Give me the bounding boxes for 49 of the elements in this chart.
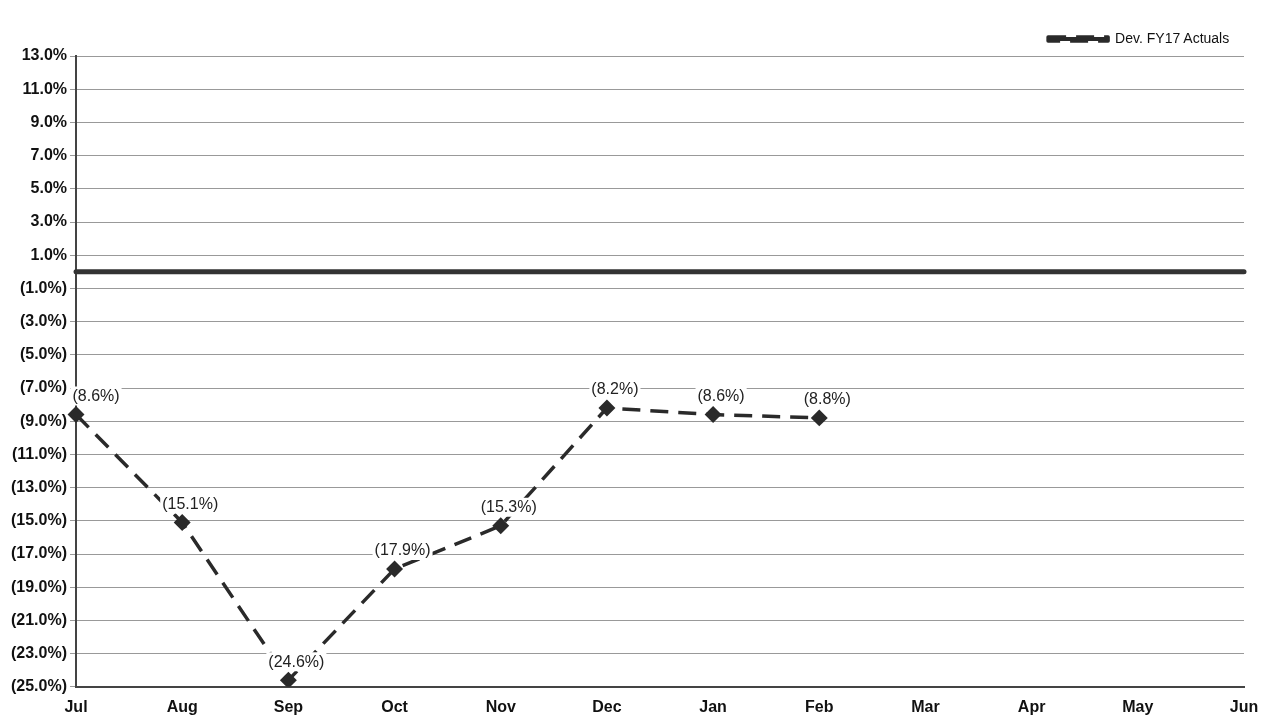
point xyxy=(386,561,403,577)
y-tick-label: (11.0%) xyxy=(11,444,68,462)
x-tick-label: Jan xyxy=(699,697,727,715)
data-label: (24.6%) xyxy=(268,652,325,670)
x-tick-label: Oct xyxy=(381,697,409,715)
y-tick-label: 1.0% xyxy=(30,245,68,263)
y-tick-label: 3.0% xyxy=(30,212,68,230)
data-label: (8.8%) xyxy=(803,390,851,408)
data-label: (15.1%) xyxy=(162,494,219,512)
y-tick-label: 11.0% xyxy=(22,79,68,97)
y-tick-label: (5.0%) xyxy=(19,345,68,363)
y-tick-label: (13.0%) xyxy=(10,478,68,496)
y-tick-label: (17.0%) xyxy=(10,544,68,562)
data-label: (15.3%) xyxy=(480,498,537,516)
point xyxy=(492,518,509,534)
y-tick-label: (3.0%) xyxy=(19,312,68,330)
x-tick-label: Apr xyxy=(1017,697,1046,715)
x-tick-label: Aug xyxy=(166,697,198,715)
x-tick-label: Jul xyxy=(64,697,88,715)
data-label: (8.2%) xyxy=(591,380,639,398)
y-tick-label: 13.0% xyxy=(21,46,68,64)
x-tick-label: Dec xyxy=(592,697,622,715)
y-tick-label: (9.0%) xyxy=(19,411,68,429)
point xyxy=(705,406,721,423)
x-tick-label: Sep xyxy=(273,697,304,715)
y-tick-label: (19.0%) xyxy=(10,577,68,595)
y-tick-label: 7.0% xyxy=(30,146,68,164)
data-label: (8.6%) xyxy=(72,386,120,404)
x-tick-label: May xyxy=(1122,697,1154,715)
y-tick-label: (23.0%) xyxy=(10,644,68,662)
point xyxy=(811,410,828,426)
y-tick-label: 5.0% xyxy=(30,179,68,197)
data-label: (17.9%) xyxy=(374,541,431,559)
y-tick-label: (7.0%) xyxy=(19,378,68,396)
y-tick-label: (15.0%) xyxy=(10,511,68,529)
legend-label: Dev. FY17 Actuals xyxy=(1115,29,1230,46)
x-tick-label: Feb xyxy=(805,697,834,715)
y-tick-label: (1.0%) xyxy=(19,278,68,296)
x-tick-label: Jun xyxy=(1229,697,1259,715)
y-tick-label: (21.0%) xyxy=(10,610,68,628)
x-tick-label: Mar xyxy=(911,697,940,715)
y-tick-label: (25.0%) xyxy=(10,677,68,695)
point xyxy=(280,672,297,687)
point xyxy=(599,400,615,416)
x-tick-label: Nov xyxy=(485,697,516,715)
point xyxy=(174,514,190,531)
y-tick-label: 9.0% xyxy=(30,112,68,130)
point xyxy=(68,406,84,423)
data-label: (8.6%) xyxy=(697,386,745,404)
